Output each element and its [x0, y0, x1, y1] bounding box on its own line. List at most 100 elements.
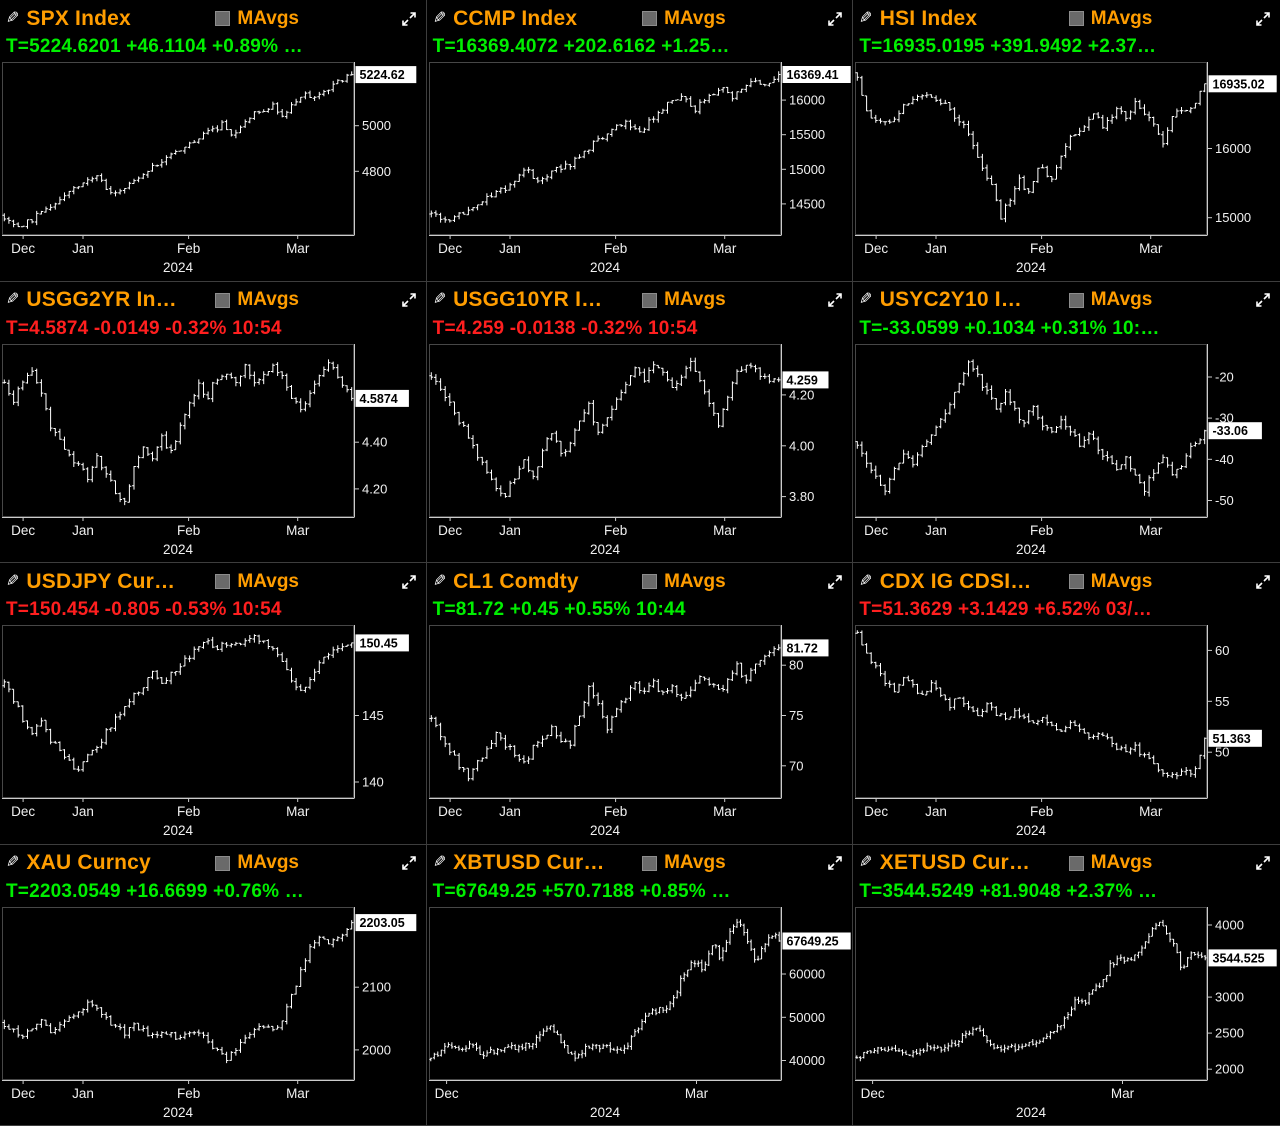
- ticker-label[interactable]: XBTUSD Cur…: [453, 851, 605, 874]
- mavgs-toggle[interactable]: MAvgs: [642, 289, 726, 311]
- plot-frame: [2, 625, 354, 798]
- svg-text:Feb: Feb: [604, 804, 627, 819]
- svg-text:Jan: Jan: [72, 241, 94, 256]
- price-chart[interactable]: 145 140 Dec Jan Feb Mar 2024 150.45: [2, 625, 425, 843]
- price-chart[interactable]: 16000 15500 15000 14500 Dec Jan Feb Mar 2024 1636…: [428, 62, 852, 280]
- ohlc-bars: [2, 358, 354, 505]
- price-chart[interactable]: 60 55 50 Dec Jan Feb Mar 2024 51.363: [855, 625, 1278, 843]
- chart-panel: ✎ XAU Curncy MAvgs T=2203.0549 +16.6699 …: [0, 844, 427, 1126]
- annotate-pencil-icon[interactable]: ✎: [6, 9, 20, 27]
- annotate-pencil-icon[interactable]: ✎: [859, 854, 873, 871]
- ticker-label[interactable]: USYC2Y10 I…: [879, 288, 1022, 311]
- ticker-label[interactable]: USGG2YR In…: [26, 288, 177, 311]
- ticker-label[interactable]: CDX IG CDSI…: [879, 569, 1032, 593]
- price-chart[interactable]: 16000 15000 Dec Jan Feb Mar 2024 16935.02: [855, 62, 1278, 280]
- annotate-pencil-icon[interactable]: ✎: [6, 291, 20, 308]
- mavgs-checkbox[interactable]: [642, 855, 658, 871]
- annotate-pencil-icon[interactable]: ✎: [6, 854, 20, 871]
- expand-icon[interactable]: [1255, 855, 1274, 871]
- mavgs-toggle[interactable]: MAvgs: [1068, 8, 1152, 30]
- mavgs-toggle[interactable]: MAvgs: [642, 571, 726, 593]
- mavgs-toggle[interactable]: MAvgs: [642, 8, 726, 30]
- expand-icon[interactable]: [827, 11, 846, 27]
- mavgs-checkbox[interactable]: [1068, 855, 1084, 871]
- annotate-pencil-icon[interactable]: ✎: [432, 9, 447, 27]
- expand-icon[interactable]: [401, 574, 420, 590]
- ticker-label[interactable]: USDJPY Cur…: [26, 569, 176, 593]
- mavgs-checkbox[interactable]: [1068, 574, 1084, 589]
- svg-text:16000: 16000: [789, 93, 825, 108]
- mavgs-checkbox[interactable]: [215, 292, 231, 308]
- mavgs-toggle[interactable]: MAvgs: [215, 8, 299, 30]
- ticker-label[interactable]: USGG10YR I…: [453, 288, 603, 311]
- price-chart[interactable]: 4000 3000 2500 2000 Dec Mar 2024 3544.525: [855, 906, 1278, 1125]
- mavgs-label: MAvgs: [664, 570, 726, 592]
- ticker-label[interactable]: XETUSD Cur…: [879, 851, 1031, 874]
- expand-icon[interactable]: [401, 11, 420, 27]
- price-chart[interactable]: 4.40 4.20 Dec Jan Feb Mar 2024 4.5874: [2, 343, 425, 562]
- annotate-pencil-icon[interactable]: ✎: [859, 572, 873, 590]
- ticker-label[interactable]: SPX Index: [26, 6, 131, 30]
- price-chart[interactable]: 60000 50000 40000 Dec Mar 2024 67649.25: [428, 906, 852, 1125]
- expand-icon[interactable]: [827, 292, 846, 308]
- svg-text:Feb: Feb: [604, 523, 627, 538]
- mavgs-checkbox[interactable]: [642, 292, 658, 308]
- mavgs-toggle[interactable]: MAvgs: [215, 571, 299, 593]
- mavgs-toggle[interactable]: MAvgs: [642, 852, 726, 874]
- panel-header: ✎ USYC2Y10 I… MAvgs: [855, 285, 1280, 316]
- price-chart[interactable]: 4.20 4.00 3.80 Dec Jan Feb Mar 2024 4.259: [428, 343, 852, 562]
- year-label: 2024: [590, 1105, 621, 1120]
- y-axis-labels: -20 -30 -40 -50: [1207, 369, 1234, 508]
- ticker-label[interactable]: XAU Curncy: [26, 851, 151, 874]
- annotate-pencil-icon[interactable]: ✎: [432, 572, 447, 590]
- mavgs-checkbox[interactable]: [1068, 11, 1084, 26]
- annotate-pencil-icon[interactable]: ✎: [432, 854, 447, 871]
- price-chart[interactable]: -20 -30 -40 -50 Dec Jan Feb Mar 2024 -33.06: [855, 343, 1278, 562]
- mavgs-checkbox[interactable]: [642, 574, 658, 589]
- year-label: 2024: [1016, 823, 1047, 838]
- chart-panel: ✎ XBTUSD Cur… MAvgs T=67649.25 +570.7188…: [426, 844, 854, 1126]
- svg-text:70: 70: [789, 758, 803, 773]
- mavgs-checkbox[interactable]: [1068, 292, 1084, 308]
- annotate-pencil-icon[interactable]: ✎: [859, 9, 873, 27]
- ticker-label[interactable]: CL1 Comdty: [453, 569, 579, 593]
- y-axis-labels: 4.40 4.20: [354, 434, 387, 496]
- mavgs-checkbox[interactable]: [215, 11, 231, 26]
- annotate-pencil-icon[interactable]: ✎: [859, 291, 873, 308]
- expand-icon[interactable]: [827, 574, 846, 590]
- svg-text:67649.25: 67649.25: [786, 934, 838, 948]
- ticker-label[interactable]: HSI Index: [879, 6, 978, 30]
- expand-icon[interactable]: [1255, 574, 1274, 590]
- expand-icon[interactable]: [827, 855, 846, 871]
- y-axis-labels: 2100 2000: [354, 979, 391, 1057]
- x-axis-labels: Dec Jan Feb Mar 2024: [438, 798, 736, 838]
- mavgs-toggle[interactable]: MAvgs: [1068, 852, 1152, 874]
- annotate-pencil-icon[interactable]: ✎: [432, 291, 447, 308]
- expand-icon[interactable]: [1255, 292, 1274, 308]
- expand-icon[interactable]: [401, 855, 420, 871]
- svg-text:Jan: Jan: [925, 523, 947, 538]
- axes: [855, 906, 1209, 1081]
- panel-header: ✎ CL1 Comdty MAvgs: [429, 566, 853, 597]
- svg-text:4000: 4000: [1215, 917, 1244, 932]
- mavgs-label: MAvgs: [664, 289, 726, 310]
- svg-text:Jan: Jan: [499, 523, 521, 538]
- ticker-label[interactable]: CCMP Index: [453, 6, 578, 30]
- mavgs-toggle[interactable]: MAvgs: [1068, 289, 1152, 311]
- mavgs-toggle[interactable]: MAvgs: [215, 852, 299, 874]
- expand-icon[interactable]: [1255, 11, 1274, 27]
- mavgs-checkbox[interactable]: [215, 855, 231, 871]
- price-chart[interactable]: 5000 4800 Dec Jan Feb Mar 2024 5224.62: [2, 62, 425, 280]
- annotate-pencil-icon[interactable]: ✎: [6, 572, 20, 590]
- mavgs-toggle[interactable]: MAvgs: [1068, 571, 1152, 593]
- mavgs-checkbox[interactable]: [215, 574, 231, 589]
- expand-icon[interactable]: [401, 292, 420, 308]
- mavgs-toggle[interactable]: MAvgs: [215, 289, 299, 311]
- price-chart[interactable]: 2100 2000 Dec Jan Feb Mar 2024 2203.05: [2, 906, 425, 1125]
- mavgs-checkbox[interactable]: [642, 11, 658, 26]
- chart-panel: ✎ XETUSD Cur… MAvgs T=3544.5249 +81.9048…: [853, 844, 1280, 1126]
- svg-text:-50: -50: [1215, 493, 1234, 508]
- axes: [428, 62, 782, 236]
- ohlc-bars: [2, 919, 354, 1063]
- price-chart[interactable]: 80 75 70 Dec Jan Feb Mar 2024 81.72: [428, 625, 852, 843]
